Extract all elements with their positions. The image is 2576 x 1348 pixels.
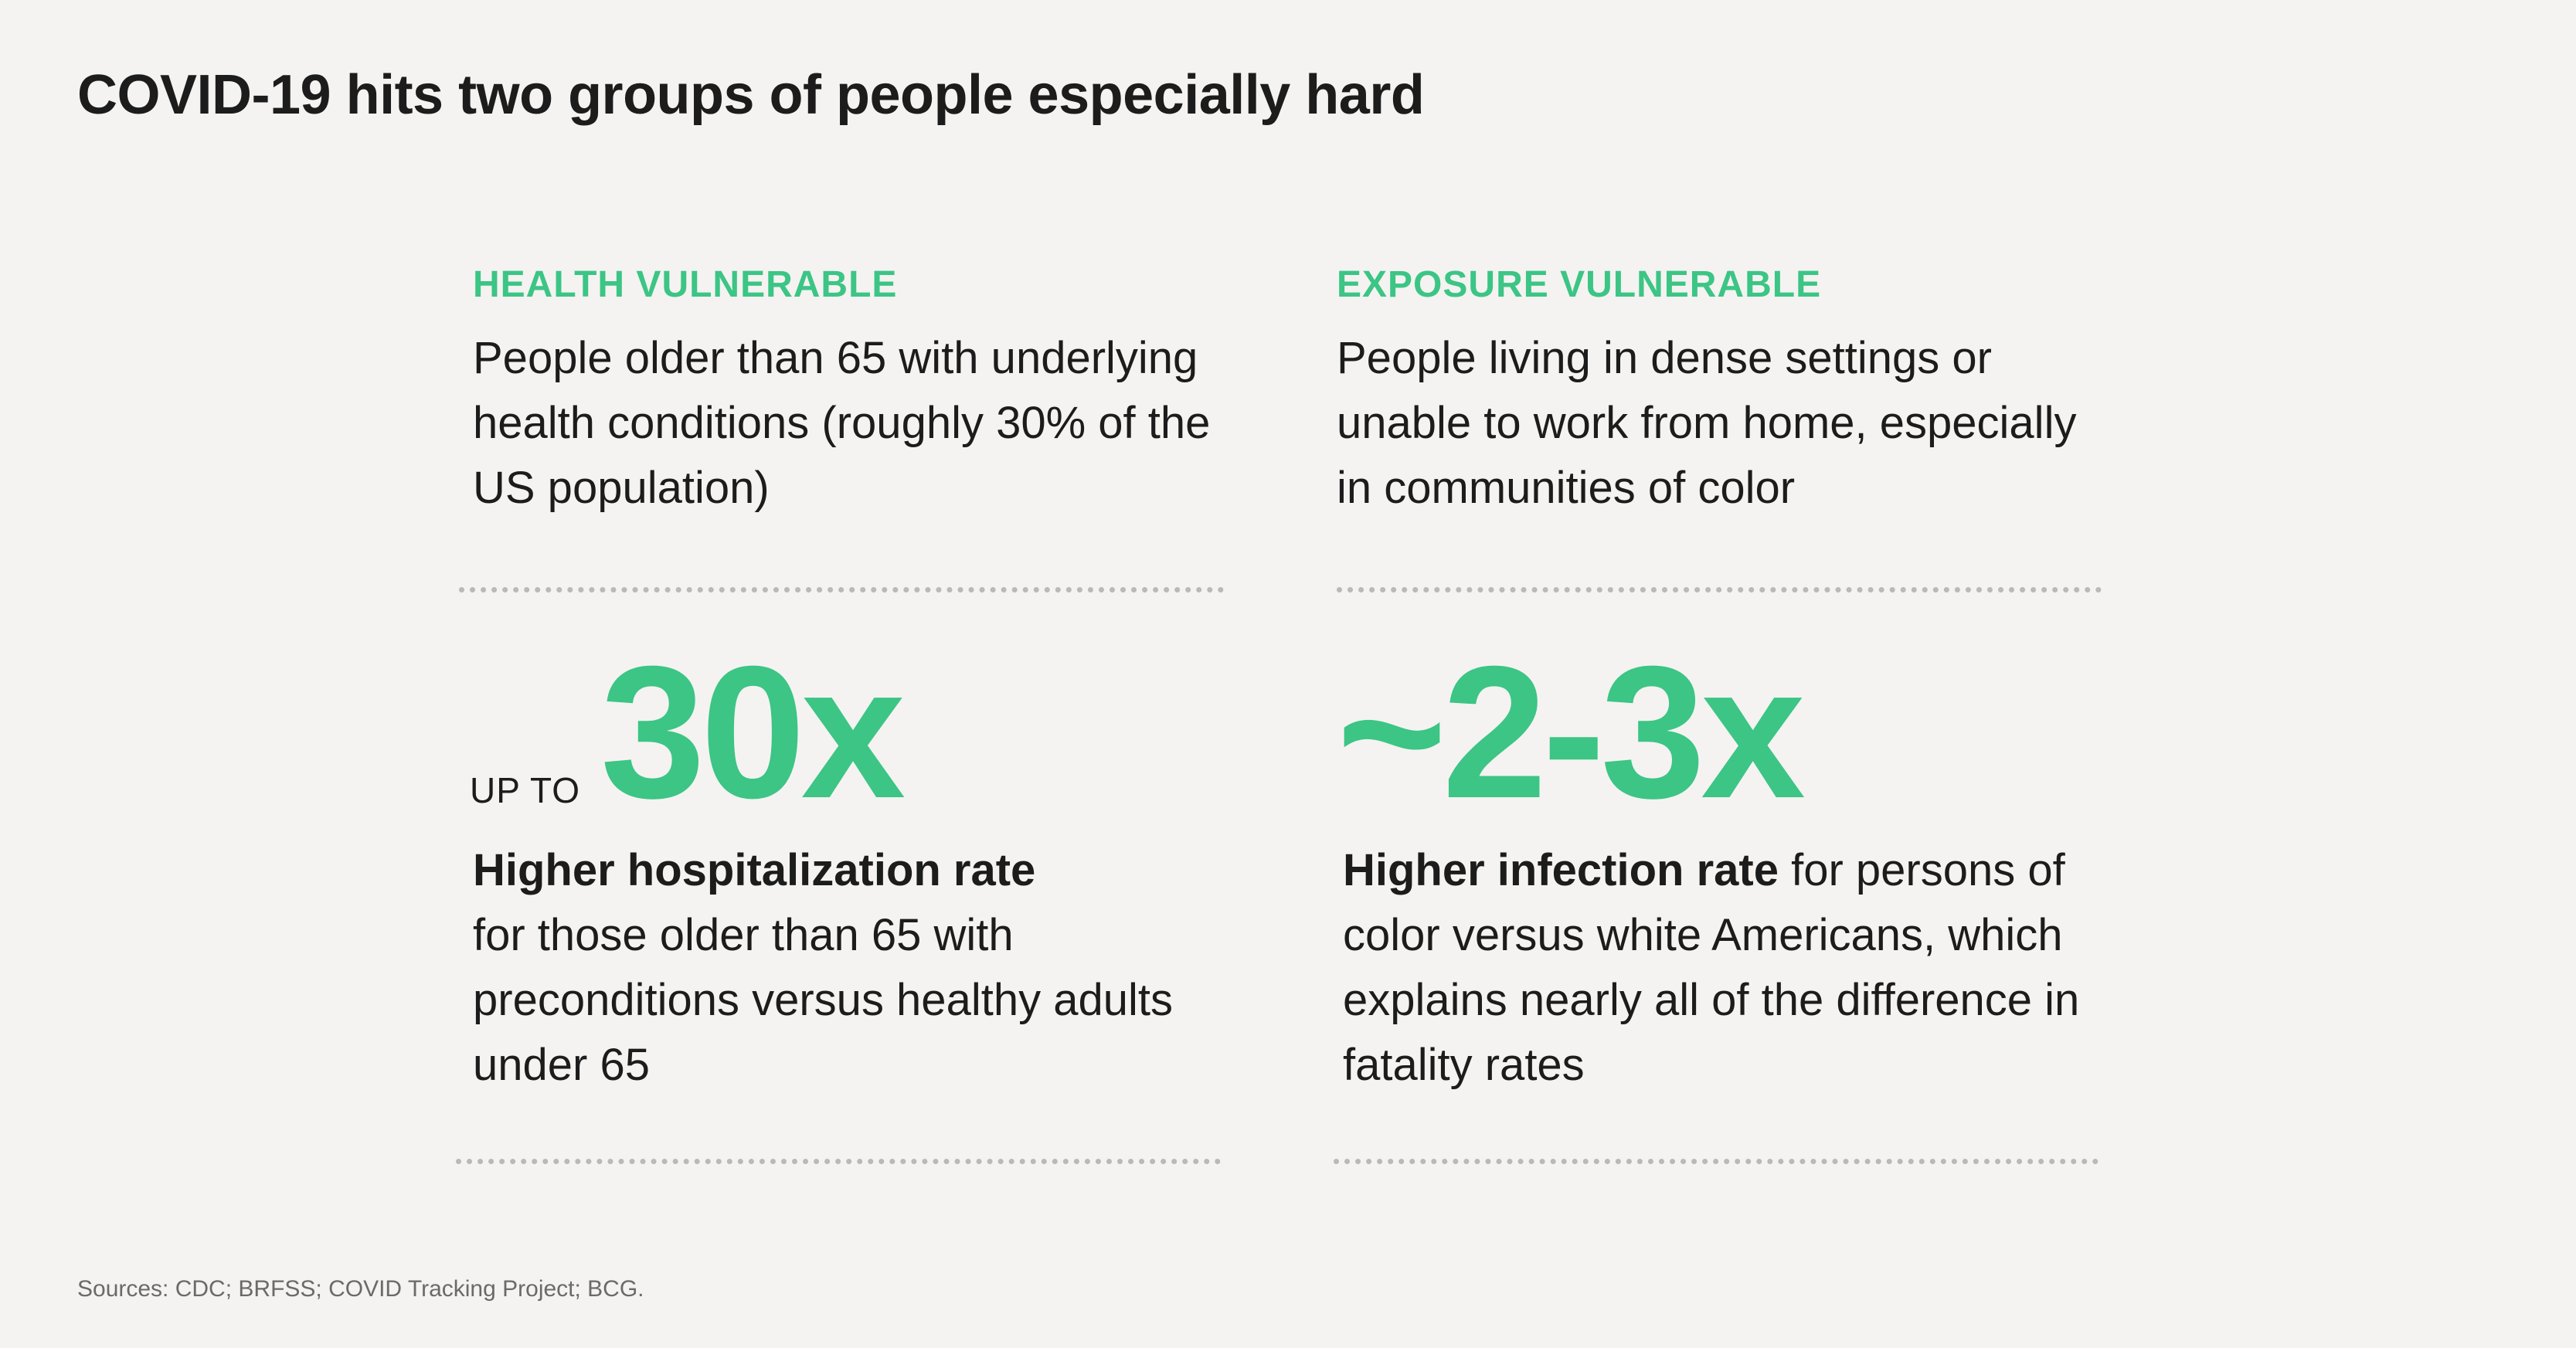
finding-text-exposure: for persons of color versus white Americ… xyxy=(1343,845,2080,1090)
page-title: COVID-19 hits two groups of people espec… xyxy=(77,64,1425,126)
stat-prefix: UP TO xyxy=(470,770,581,810)
finding-exposure: Higher infection rate for persons of col… xyxy=(1343,838,2116,1098)
stat-value-health: 30x xyxy=(600,626,906,837)
source-note: Sources: CDC; BRFSS; COVID Tracking Proj… xyxy=(77,1276,644,1302)
divider-top-right xyxy=(1337,587,2102,593)
finding-health: Higher hospitalization rate for those old… xyxy=(473,838,1246,1098)
group-description-health: People older than 65 with underlying hea… xyxy=(473,333,1211,513)
finding-text-health: for those older than 65 with preconditio… xyxy=(473,910,1173,1090)
finding-bold-exposure: Higher infection rate xyxy=(1343,845,1779,895)
finding-bold-health: Higher hospitalization rate xyxy=(473,845,1036,895)
group-label-exposure: EXPOSURE VULNERABLE xyxy=(1337,264,1822,305)
stat-value-exposure: ~2-3x xyxy=(1337,626,1806,837)
divider-bottom-right xyxy=(1334,1159,2099,1164)
group-description-exposure: People living in dense settings or unabl… xyxy=(1337,333,2077,513)
divider-bottom-left xyxy=(456,1159,1221,1164)
stat-health: UP TO 30x xyxy=(470,626,906,837)
group-label-health: HEALTH VULNERABLE xyxy=(473,264,898,305)
exposure-vulnerable-column: EXPOSURE VULNERABLE People living in den… xyxy=(1337,263,2109,521)
divider-top-left xyxy=(459,587,1224,593)
health-vulnerable-column: HEALTH VULNERABLE People older than 65 w… xyxy=(473,263,1246,521)
stat-exposure: ~2-3x xyxy=(1337,626,1806,837)
